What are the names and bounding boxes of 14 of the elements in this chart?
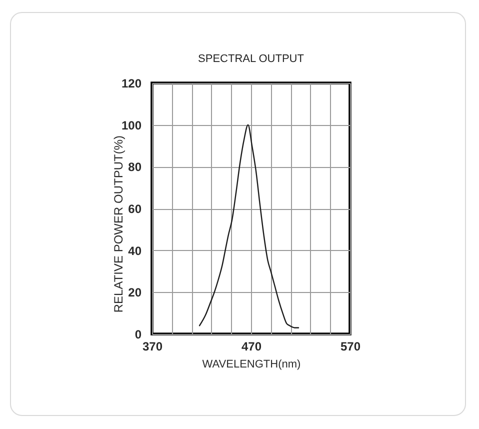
y-tick-label: 0 bbox=[134, 328, 142, 342]
y-axis-title: RELATIVE POWER OUTPUT(%) bbox=[112, 135, 126, 313]
x-tick-label: 470 bbox=[241, 340, 262, 354]
y-tick-label: 40 bbox=[128, 244, 142, 258]
x-tick-label: 370 bbox=[142, 340, 163, 354]
y-tick-label: 20 bbox=[128, 286, 142, 300]
y-tick-label: 100 bbox=[121, 118, 142, 132]
x-axis-title: WAVELENGTH(nm) bbox=[202, 358, 301, 370]
y-tick-label: 120 bbox=[121, 76, 142, 90]
x-tick-label: 570 bbox=[340, 340, 361, 354]
chart-title: SPECTRAL OUTPUT bbox=[198, 53, 304, 65]
y-tick-label: 80 bbox=[128, 160, 142, 174]
line-series bbox=[198, 124, 300, 328]
y-tick-label: 60 bbox=[128, 202, 142, 216]
